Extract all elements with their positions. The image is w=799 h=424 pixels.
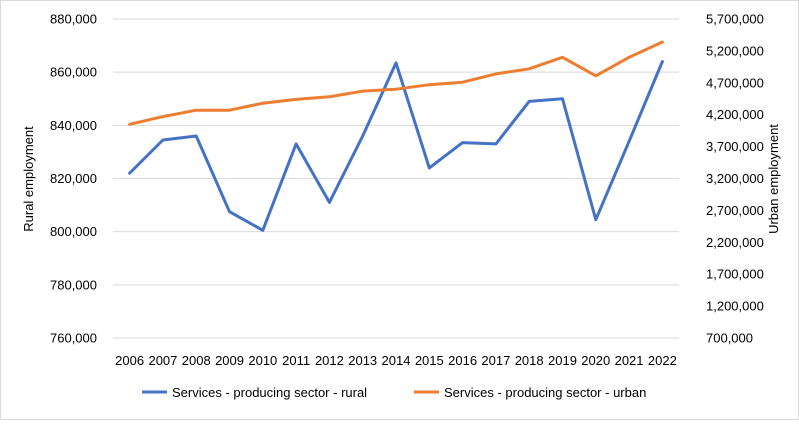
x-tick-label: 2019 (548, 353, 577, 368)
x-tick-label: 2018 (515, 353, 544, 368)
x-tick-label: 2014 (382, 353, 411, 368)
right-tick-label: 5,200,000 (706, 43, 764, 58)
x-axis-ticks: 2006 2007 2008 2009 2010 2011 2012 2013 2014 2015… (115, 353, 677, 368)
left-tick-label: 800,000 (50, 224, 97, 239)
left-tick-label: 820,000 (50, 171, 97, 186)
x-tick-label: 2013 (348, 353, 377, 368)
x-tick-label: 2011 (282, 353, 310, 368)
left-tick-label: 880,000 (50, 12, 97, 27)
right-tick-label: 2,700,000 (706, 203, 764, 218)
series-line-rural (128, 60, 664, 232)
right-tick-label: 4,200,000 (706, 107, 764, 122)
legend-label-rural: Services - producing sector - rural (172, 385, 367, 400)
right-tick-label: 3,700,000 (706, 139, 764, 154)
right-tick-label: 3,200,000 (706, 171, 764, 186)
right-axis-ticks: 700,000 1,200,000 1,700,000 2,200,000 2,700,… (706, 12, 764, 346)
x-tick-label: 2010 (248, 353, 277, 368)
x-tick-label: 2022 (648, 353, 677, 368)
series-lines (128, 40, 664, 232)
x-tick-label: 2008 (182, 353, 211, 368)
left-axis-title: Rural employment (21, 126, 36, 232)
x-tick-label: 2012 (315, 353, 344, 368)
left-tick-label: 840,000 (50, 118, 97, 133)
legend: Services - producing sector - rural Serv… (142, 385, 646, 400)
x-tick-label: 2009 (215, 353, 244, 368)
right-tick-label: 700,000 (706, 331, 753, 346)
series-line-urban (128, 40, 664, 126)
gridlines (113, 18, 679, 339)
right-axis-title: Urban employment (766, 124, 781, 234)
right-tick-label: 2,200,000 (706, 235, 764, 250)
x-tick-label: 2020 (581, 353, 610, 368)
right-tick-label: 1,700,000 (706, 267, 764, 282)
right-tick-label: 4,700,000 (706, 75, 764, 90)
x-tick-label: 2006 (115, 353, 144, 368)
left-tick-label: 760,000 (50, 331, 97, 346)
left-tick-label: 860,000 (50, 65, 97, 80)
right-tick-label: 1,200,000 (706, 299, 764, 314)
x-tick-label: 2021 (615, 353, 644, 368)
legend-label-urban: Services - producing sector - urban (444, 385, 646, 400)
x-tick-label: 2007 (148, 353, 177, 368)
x-tick-label: 2017 (481, 353, 510, 368)
left-tick-label: 780,000 (50, 277, 97, 292)
left-axis-ticks: 760,000 780,000 800,000 820,000 840,000 860,0… (50, 12, 97, 346)
x-tick-label: 2016 (448, 353, 477, 368)
x-tick-label: 2015 (415, 353, 444, 368)
right-tick-label: 5,700,000 (706, 12, 764, 27)
